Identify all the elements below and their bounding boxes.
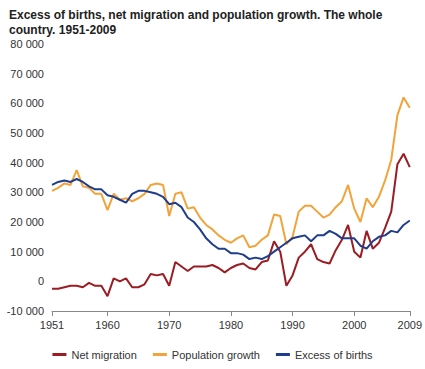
svg-text:80 000: 80 000 bbox=[10, 38, 44, 50]
svg-text:1980: 1980 bbox=[219, 319, 243, 331]
svg-text:1960: 1960 bbox=[95, 319, 119, 331]
svg-text:country. 1951-2009: country. 1951-2009 bbox=[9, 23, 116, 37]
svg-text:Population growth: Population growth bbox=[172, 349, 260, 361]
svg-text:2000: 2000 bbox=[342, 319, 366, 331]
svg-text:Excess of births, net migratio: Excess of births, net migration and popu… bbox=[9, 8, 386, 22]
svg-text:Excess of births: Excess of births bbox=[295, 349, 373, 361]
svg-text:70 000: 70 000 bbox=[10, 68, 44, 80]
svg-text:1951: 1951 bbox=[40, 319, 64, 331]
svg-text:1990: 1990 bbox=[280, 319, 304, 331]
svg-text:50 000: 50 000 bbox=[10, 127, 44, 139]
svg-text:20 000: 20 000 bbox=[10, 216, 44, 228]
svg-text:-10 000: -10 000 bbox=[7, 305, 44, 317]
svg-text:Net migration: Net migration bbox=[71, 349, 136, 361]
svg-text:2009: 2009 bbox=[398, 319, 422, 331]
svg-text:1970: 1970 bbox=[157, 319, 181, 331]
svg-text:0: 0 bbox=[38, 275, 44, 287]
svg-text:10 000: 10 000 bbox=[10, 246, 44, 258]
svg-text:60 000: 60 000 bbox=[10, 97, 44, 109]
svg-text:40 000: 40 000 bbox=[10, 157, 44, 169]
svg-text:30 000: 30 000 bbox=[10, 186, 44, 198]
